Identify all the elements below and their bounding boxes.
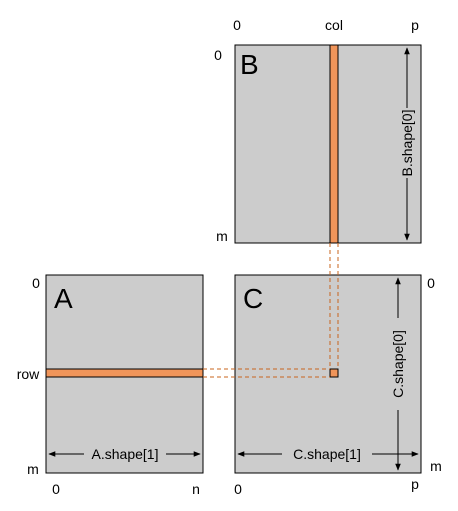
matrix-b-dimension-label: B.shape[0] (399, 110, 415, 177)
matrix-b-name: B (240, 49, 259, 80)
matrix-a-dimension-label: A.shape[1] (92, 446, 159, 462)
matrix-c-box (234, 274, 422, 474)
matrix-c-col-zero-label: 0 (234, 481, 242, 497)
matrix-c-m-label: m (430, 458, 442, 474)
matrix-c-p-label: p (411, 476, 419, 492)
matrix-a-row-highlight (45, 368, 204, 378)
matrix-c: C 0 m 0 p C.shape[1] C.shape[0] (234, 274, 442, 497)
matrix-c-cell-highlight (329, 368, 339, 378)
matrix-a-col-zero-label: 0 (52, 481, 60, 497)
matrix-a-n-label: n (192, 481, 200, 497)
matrix-a-row-zero-label: 0 (32, 275, 40, 291)
matrix-c-name: C (243, 283, 263, 314)
matrix-c-dimension-row-label: C.shape[1] (293, 446, 361, 462)
matrix-c-row-zero-label: 0 (427, 275, 435, 291)
matrix-b-box (234, 44, 422, 244)
matrix-a: A 0 row m 0 n A.shape[1] (17, 274, 204, 497)
matrix-b-row-zero-label: 0 (214, 47, 222, 63)
matrix-b-col-label: col (325, 17, 343, 33)
matrix-b-column-highlight (329, 44, 339, 244)
matrix-b: B 0 col p 0 m B.shape[0] (214, 17, 422, 244)
matrix-c-dimension-col-label: C.shape[0] (390, 330, 406, 398)
matrix-a-name: A (54, 283, 73, 314)
matrix-b-p-label: p (411, 17, 419, 33)
dashed-connectors (203, 243, 339, 378)
matrix-b-m-label: m (216, 228, 228, 244)
matrix-b-col-zero-label: 0 (233, 17, 241, 33)
matrix-a-row-label: row (17, 366, 40, 382)
matrix-a-m-label: m (27, 461, 39, 477)
